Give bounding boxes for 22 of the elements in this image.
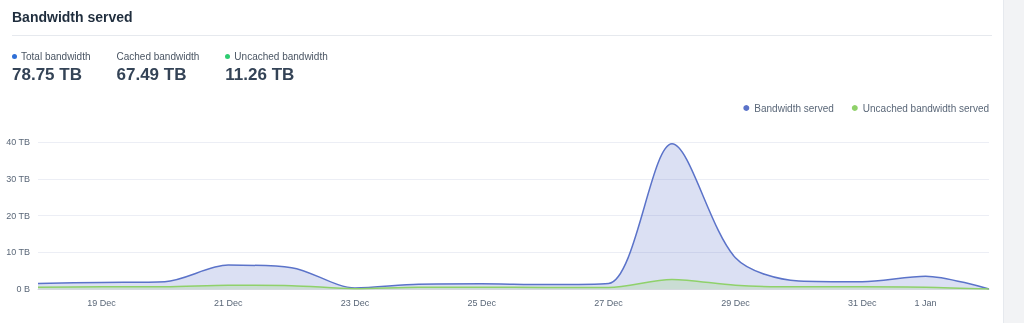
y-tick-label: 20 TB xyxy=(6,210,30,221)
y-tick-label: 0 B xyxy=(16,284,30,294)
y-tick-label: 40 TB xyxy=(6,137,30,147)
chart-title: Bandwidth served xyxy=(12,9,133,25)
x-tick-label: 31 Dec xyxy=(847,297,877,308)
legend-label: Bandwidth served xyxy=(754,102,834,114)
text: Cached bandwidth xyxy=(116,51,200,62)
text: Total bandwidth xyxy=(21,51,91,62)
text: Uncached bandwidth xyxy=(234,51,328,62)
text: 78.75 TB xyxy=(12,65,83,85)
x-tick-label: 21 Dec xyxy=(213,297,243,308)
x-tick-label: 27 Dec xyxy=(594,297,624,308)
legend-label: Uncached bandwidth served xyxy=(862,102,990,114)
y-tick-label: 10 TB xyxy=(6,247,30,258)
text: 67.49 TB xyxy=(116,65,188,85)
y-tick-label: 30 TB xyxy=(6,173,30,184)
text: 11.26 TB xyxy=(225,65,296,85)
x-tick-label: 1 Jan xyxy=(914,297,937,308)
x-tick-label: 25 Dec xyxy=(467,297,497,308)
x-tick-label: 29 Dec xyxy=(721,297,751,308)
x-tick-label: 19 Dec xyxy=(87,297,117,308)
x-tick-label: 23 Dec xyxy=(340,297,370,308)
